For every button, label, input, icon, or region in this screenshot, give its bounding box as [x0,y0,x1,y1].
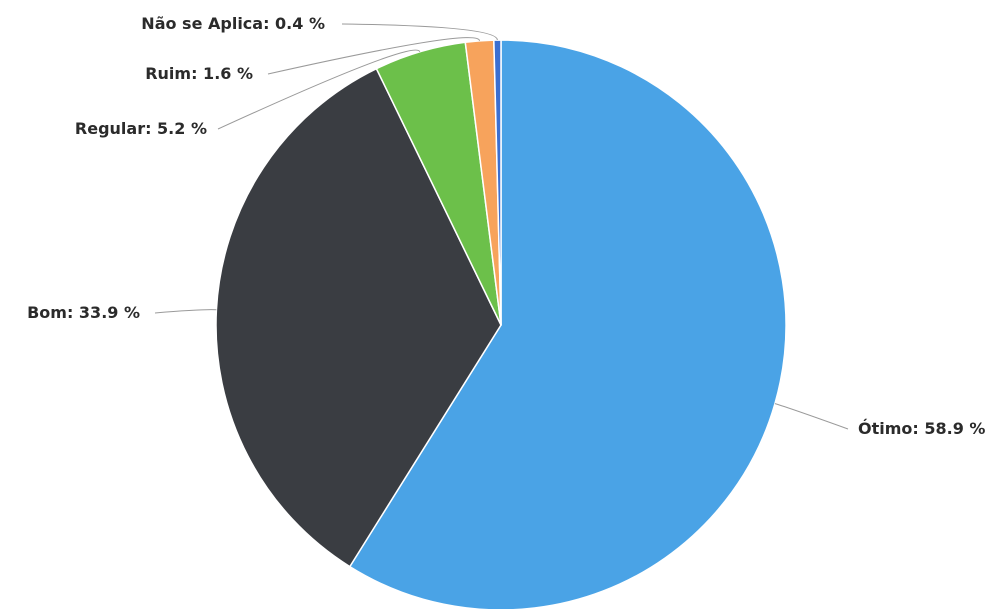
connectors-layer [154,23,849,430]
data-label-nao-se-aplica: Não se Aplica: 0.4 % [141,14,325,33]
data-label-ruim: Ruim: 1.6 % [145,64,253,83]
pie-slice-nao-se-aplica[interactable] [493,39,502,326]
labels-layer: Ótimo: 58.9 % Bom: 33.9 % Regular: 5.2 % Ru… [27,14,985,438]
data-label-regular: Regular: 5.2 % [75,119,207,138]
pie-slice-otimo[interactable] [349,39,787,609]
connector-line-nao-se-aplica [341,23,498,41]
connector-line-regular [217,49,421,130]
data-label-otimo: Ótimo: 58.9 % [858,419,985,438]
connector-line-otimo [774,403,849,430]
data-label-bom: Bom: 33.9 % [27,303,140,322]
connector-line-bom [154,309,217,314]
connector-line-ruim [267,37,481,75]
slices-layer [215,39,787,609]
